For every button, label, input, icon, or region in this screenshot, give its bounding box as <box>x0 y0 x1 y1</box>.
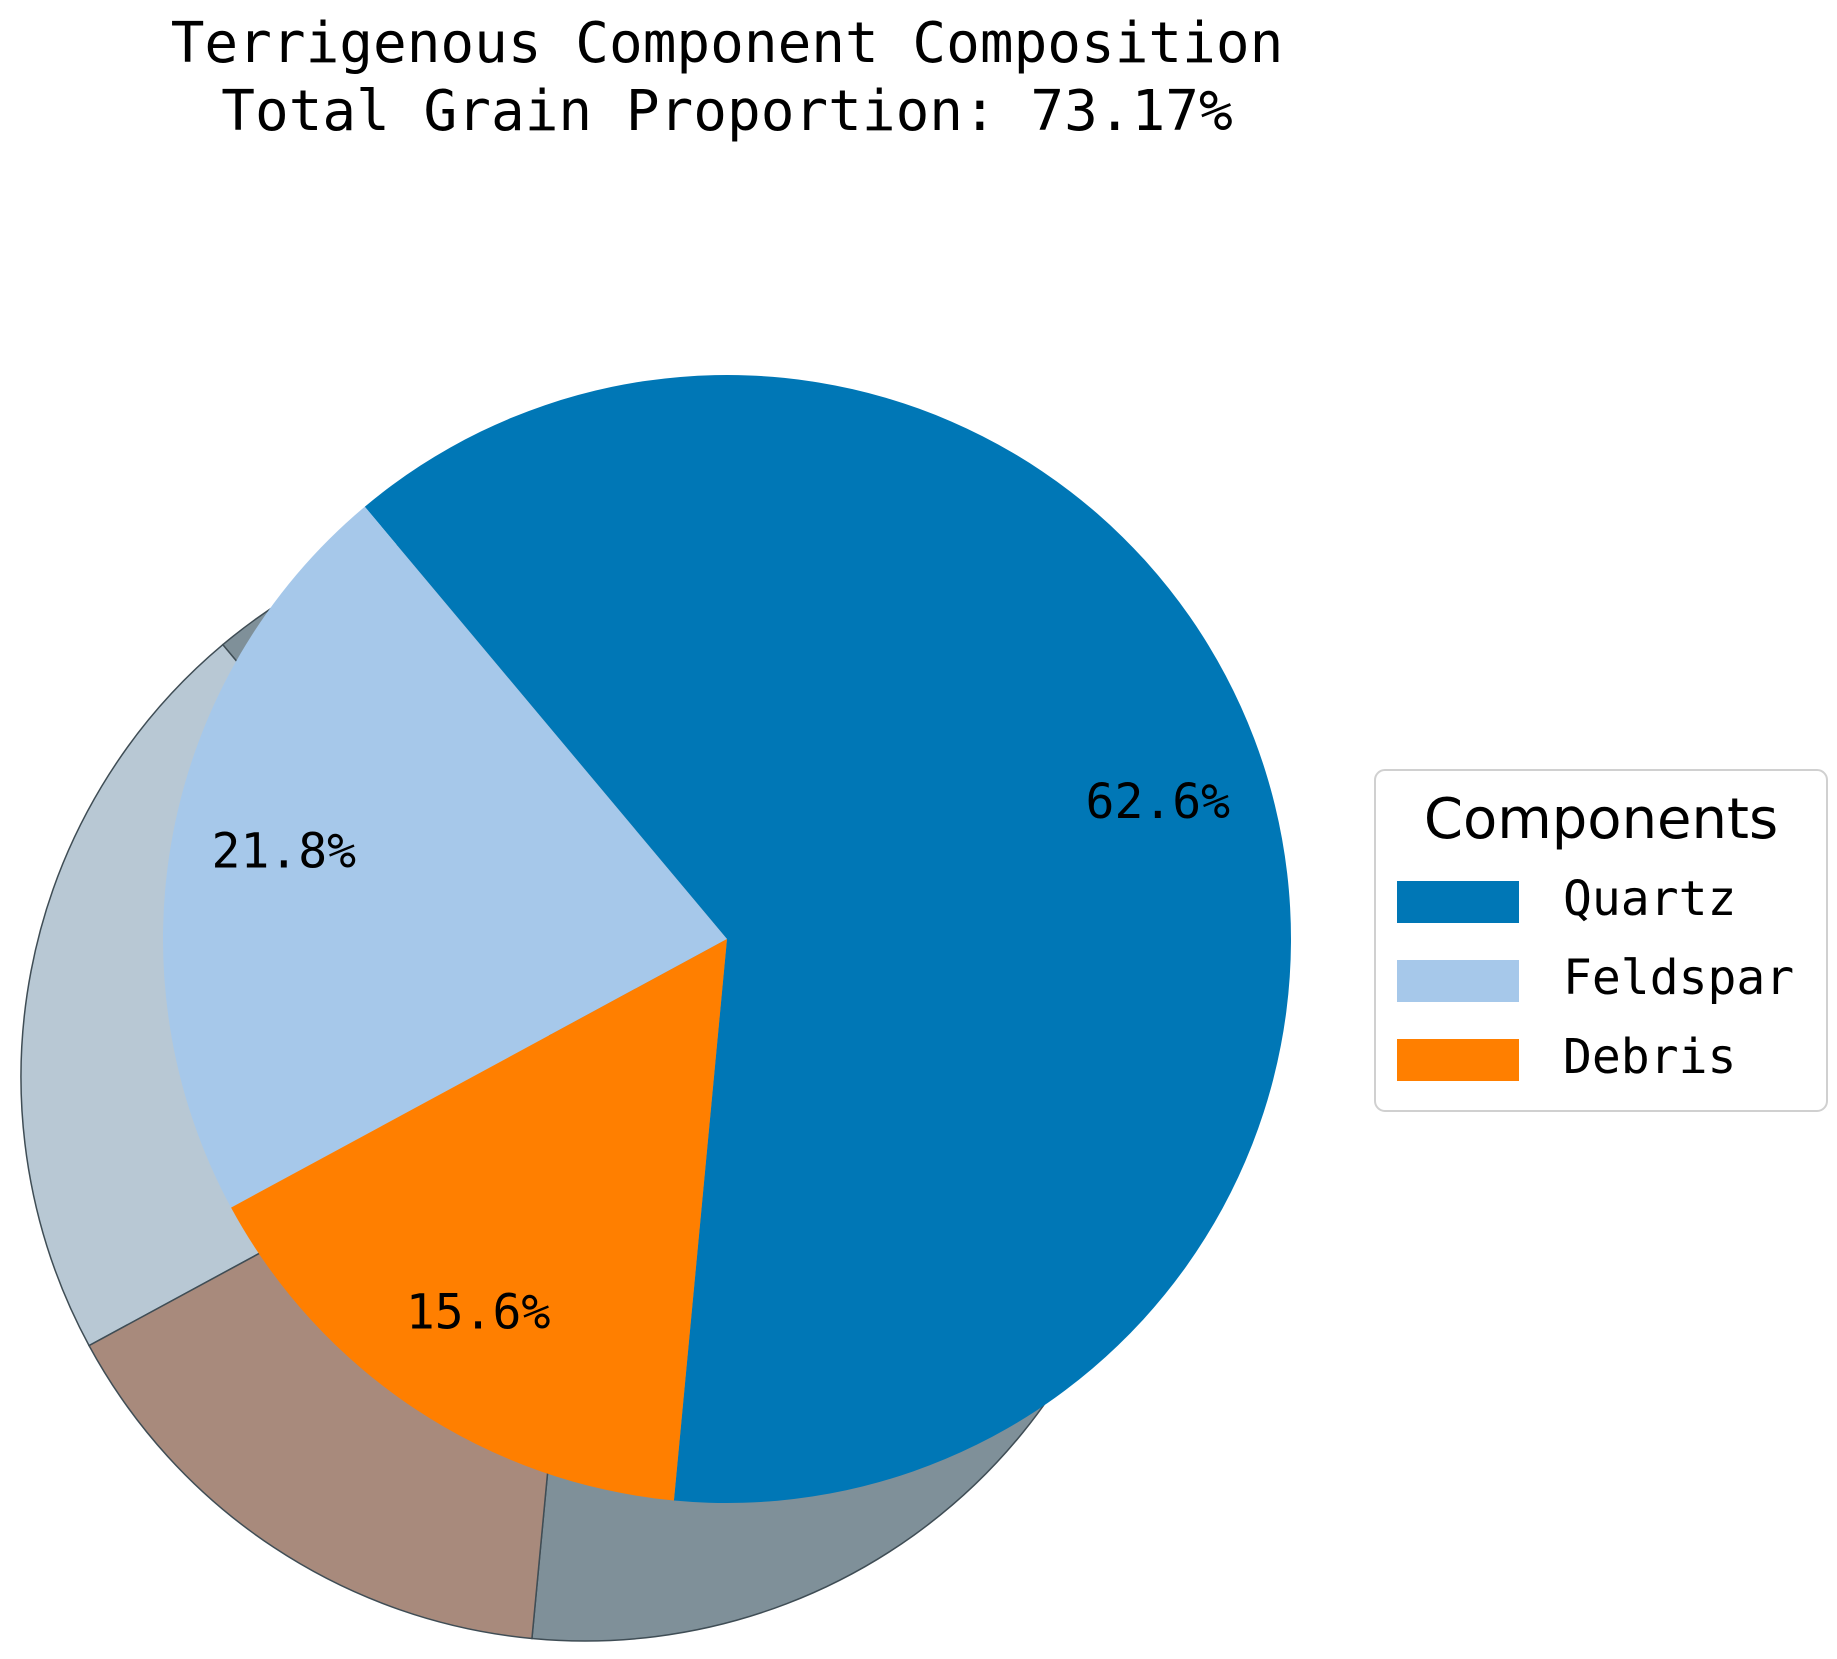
legend-label-feldspar: Feldspar <box>1563 950 1794 1006</box>
slice-label-debris: 15.6% <box>406 1284 551 1340</box>
pie-slice-debris <box>231 939 727 1501</box>
pie-slices <box>163 375 1291 1504</box>
chart-subtitle: Total Grain Proportion: 73.17% <box>221 79 1232 144</box>
legend: Components Quartz Feldspar Debris <box>1374 769 1828 1112</box>
legend-label-quartz: Quartz <box>1563 871 1736 927</box>
legend-swatch-feldspar <box>1397 960 1519 1002</box>
legend-items: Quartz Feldspar Debris <box>1397 871 1794 1085</box>
chart-title: Terrigenous Component Composition <box>171 11 1284 76</box>
legend-frame <box>1374 769 1828 1112</box>
legend-item-feldspar: Feldspar <box>1397 950 1794 1006</box>
slice-label-quartz: 62.6% <box>1086 774 1231 830</box>
slice-label-feldspar: 21.8% <box>212 824 357 880</box>
legend-label-debris: Debris <box>1563 1029 1736 1085</box>
legend-item-quartz: Quartz <box>1397 871 1736 927</box>
legend-title: Components <box>1424 787 1778 852</box>
legend-swatch-debris <box>1397 1039 1519 1081</box>
legend-swatch-quartz <box>1397 881 1519 923</box>
pie-slice-quartz <box>364 375 1291 1504</box>
pie-slice-feldspar <box>163 506 728 1208</box>
pie-labels: 62.6% 21.8% 15.6% <box>212 774 1231 1340</box>
legend-item-debris: Debris <box>1397 1029 1736 1085</box>
